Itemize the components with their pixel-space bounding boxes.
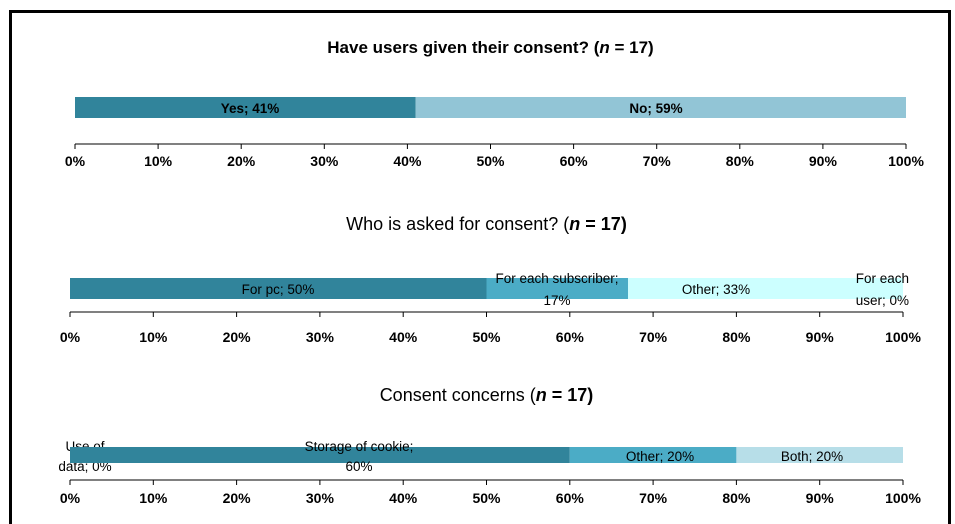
- x-tick-label: 90%: [806, 329, 835, 345]
- x-tick-label: 80%: [722, 490, 751, 506]
- x-tick-label: 40%: [389, 329, 418, 345]
- x-tick-label: 0%: [65, 153, 86, 169]
- x-tick-label: 70%: [643, 153, 672, 169]
- bar-segment-other: [569, 447, 737, 463]
- data-label: Other; 33%: [682, 282, 750, 297]
- x-tick-label: 50%: [476, 153, 505, 169]
- x-tick-label: 90%: [806, 490, 835, 506]
- x-tick-label: 30%: [306, 490, 335, 506]
- x-tick-label: 50%: [472, 490, 501, 506]
- chart-frame: [9, 10, 951, 524]
- x-tick-label: 100%: [885, 329, 921, 345]
- data-label: user; 0%: [856, 293, 909, 308]
- x-tick-label: 50%: [472, 329, 501, 345]
- x-tick-label: 20%: [223, 329, 252, 345]
- bar-segment-no: [415, 97, 906, 118]
- data-label: 17%: [543, 293, 570, 308]
- data-label: Both; 20%: [781, 449, 843, 464]
- x-tick-label: 90%: [809, 153, 838, 169]
- data-label: Yes; 41%: [221, 101, 280, 116]
- data-label: 60%: [345, 459, 372, 474]
- data-label: Storage of cookie;: [305, 439, 414, 454]
- data-label: Other; 20%: [626, 449, 694, 464]
- chart-title: Have users given their consent? (n = 17): [327, 38, 653, 57]
- x-tick-label: 20%: [227, 153, 256, 169]
- x-tick-label: 20%: [223, 490, 252, 506]
- chart-title: Consent concerns (n = 17): [380, 385, 594, 405]
- x-tick-label: 10%: [139, 329, 168, 345]
- x-tick-label: 40%: [389, 490, 418, 506]
- bar-segment-yes: [75, 97, 416, 118]
- bar-segment-other: [628, 278, 903, 299]
- bar-segment-for-pc: [70, 278, 487, 299]
- bar-segment-for-each-subscriber: [486, 278, 629, 299]
- x-tick-label: 0%: [60, 490, 81, 506]
- x-tick-label: 60%: [556, 329, 585, 345]
- bar-segment-storage-of-cookie: [70, 447, 570, 463]
- x-tick-label: 100%: [885, 490, 921, 506]
- bar-segment-both: [736, 447, 903, 463]
- x-tick-label: 60%: [560, 153, 589, 169]
- x-tick-label: 30%: [306, 329, 335, 345]
- data-label: For each subscriber;: [495, 271, 618, 286]
- x-tick-label: 40%: [393, 153, 422, 169]
- chart-title: Who is asked for consent? (n = 17): [346, 214, 627, 234]
- x-tick-label: 100%: [888, 153, 924, 169]
- x-tick-label: 80%: [726, 153, 755, 169]
- data-label: For each: [856, 271, 909, 286]
- x-tick-label: 60%: [556, 490, 585, 506]
- data-label: No; 59%: [629, 101, 682, 116]
- x-tick-label: 10%: [139, 490, 168, 506]
- x-tick-label: 10%: [144, 153, 173, 169]
- data-label: For pc; 50%: [242, 282, 315, 297]
- x-tick-label: 30%: [310, 153, 339, 169]
- x-tick-label: 70%: [639, 490, 668, 506]
- x-tick-label: 80%: [722, 329, 751, 345]
- x-tick-label: 70%: [639, 329, 668, 345]
- x-tick-label: 0%: [60, 329, 81, 345]
